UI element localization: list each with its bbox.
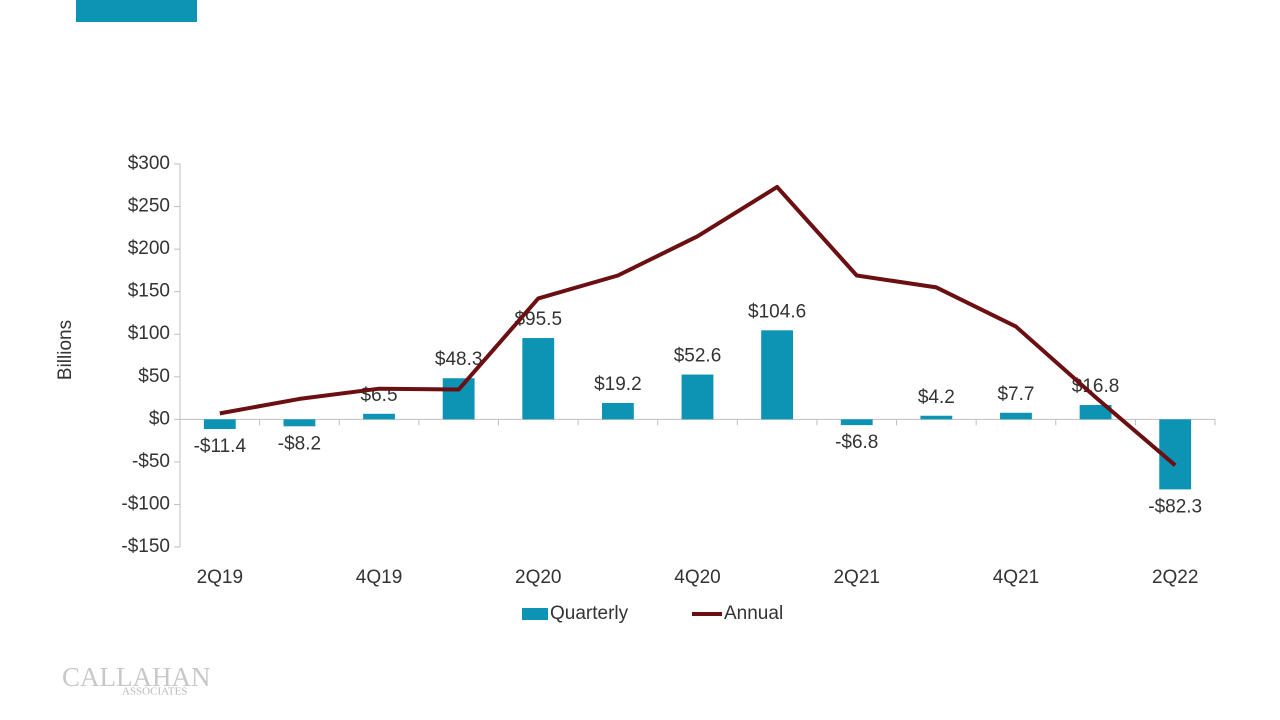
y-tick-label: -$150 xyxy=(121,536,170,557)
x-tick-label: 2Q21 xyxy=(833,567,879,588)
data-label: -$8.2 xyxy=(278,433,321,454)
bar xyxy=(203,419,236,430)
y-axis-title: Billions xyxy=(55,320,76,380)
legend-swatch xyxy=(522,608,548,620)
data-label: $16.8 xyxy=(1072,376,1120,397)
data-label: $19.2 xyxy=(594,374,642,395)
data-label: -$6.8 xyxy=(835,432,878,453)
data-label: $7.7 xyxy=(997,384,1034,405)
bar xyxy=(1000,412,1032,420)
data-label: $52.6 xyxy=(674,346,722,367)
bar xyxy=(1079,405,1112,420)
x-tick-label: 2Q19 xyxy=(197,567,243,588)
data-label: -$82.3 xyxy=(1148,496,1202,517)
x-tick-label: 2Q22 xyxy=(1152,567,1198,588)
x-tick-label: 4Q19 xyxy=(356,567,402,588)
header-accent xyxy=(76,0,197,22)
y-tick-label: $200 xyxy=(128,238,170,259)
bar xyxy=(442,378,475,420)
x-tick-label: 2Q20 xyxy=(515,567,561,588)
legend-label: Annual xyxy=(724,603,783,624)
bar xyxy=(920,415,953,420)
bar xyxy=(283,419,316,427)
logo-sub: ASSOCIATES xyxy=(122,686,187,698)
y-tick-label: $150 xyxy=(128,281,170,302)
bar xyxy=(522,338,555,420)
x-tick-label: 4Q21 xyxy=(993,567,1039,588)
data-label: -$11.4 xyxy=(194,436,247,457)
bar xyxy=(761,330,794,420)
y-tick-label: $50 xyxy=(138,366,170,387)
logo-name: CALLAHAN xyxy=(62,662,211,692)
y-tick-label: $250 xyxy=(128,196,170,217)
y-tick-label: $100 xyxy=(128,323,170,344)
data-label: $48.3 xyxy=(435,349,483,370)
data-label: $104.6 xyxy=(748,301,806,322)
y-tick-label: -$100 xyxy=(121,493,170,514)
y-tick-label: $0 xyxy=(149,408,170,429)
x-tick-label: 4Q20 xyxy=(674,567,720,588)
y-tick-label: $300 xyxy=(128,153,170,174)
bar xyxy=(601,402,634,420)
y-tick-label: -$50 xyxy=(132,451,170,472)
bar xyxy=(363,413,395,420)
line xyxy=(219,184,1177,467)
data-label: $4.2 xyxy=(918,387,955,408)
bar xyxy=(840,419,873,426)
legend-label: Quarterly xyxy=(550,603,629,624)
bar xyxy=(681,374,714,420)
